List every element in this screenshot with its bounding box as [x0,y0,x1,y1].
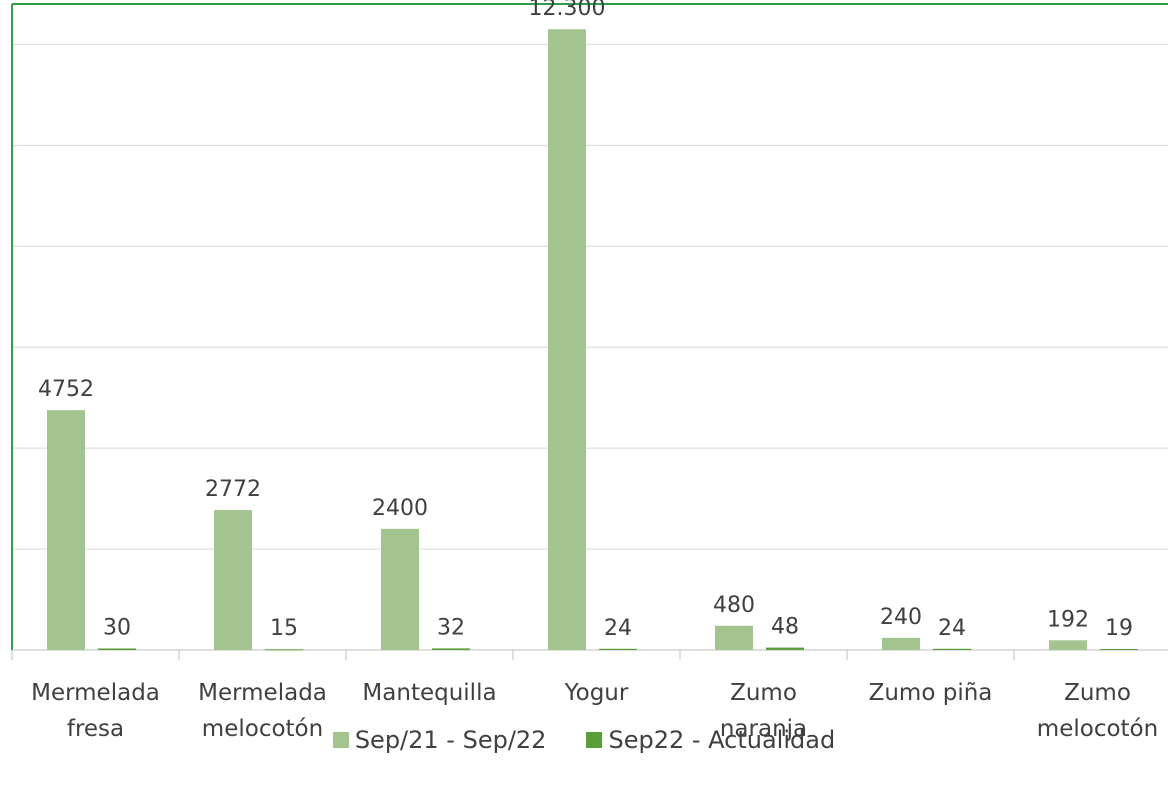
legend-item-series-2: Sep22 - Actualidad [586,726,835,754]
category-label: naranja [720,716,807,742]
data-label-series-1-7: 192 [1047,607,1089,632]
legend-swatch-series-1 [332,732,349,748]
data-label-series-2-1: 30 [103,615,131,640]
legend-item-series-1: Sep/21 - Sep/22 [332,726,547,754]
data-label-series-2-4: 24 [604,616,632,641]
bar-series-2-7 [1100,649,1138,651]
bar-series-2-4 [599,648,637,650]
bar-series-1-3 [381,528,419,650]
data-label-series-2-6: 24 [938,616,966,641]
data-label-series-1-2: 2772 [205,477,261,502]
data-label-series-2-7: 19 [1105,616,1133,641]
category-label: Mermelada [31,680,160,706]
category-label: melocotón [202,716,323,742]
data-label-series-1-3: 2400 [372,496,428,521]
bar-series-1-5 [715,625,753,650]
category-label: Yogur [564,680,629,706]
bar-series-1-2 [214,510,252,650]
category-label: Zumo piña [869,680,993,706]
bar-series-1-6 [882,637,920,650]
bar-series-2-3 [432,648,470,650]
bar-series-1-1 [47,410,85,650]
category-label: fresa [67,716,124,742]
bar-series-1-7 [1049,640,1087,650]
category-label: Zumo [1064,680,1131,706]
bar-series-2-6 [933,648,971,650]
bar-series-1-4 [548,29,586,650]
category-label: Mantequilla [362,680,496,706]
category-label: Zumo [730,680,797,706]
data-label-series-2-3: 32 [437,615,465,640]
data-label-series-1-4: 12.300 [529,0,606,21]
category-label: Mermelada [198,680,327,706]
legend: Sep/21 - Sep/22 Sep22 - Actualidad [0,720,1168,760]
data-label-series-1-1: 4752 [38,377,94,402]
bar-series-2-1 [98,648,136,650]
bar-series-2-2 [265,649,303,651]
data-label-series-1-6: 240 [880,605,922,630]
data-label-series-2-2: 15 [270,616,298,641]
bar-series-2-5 [766,647,804,650]
legend-swatch-series-2 [586,732,603,748]
legend-label-series-2: Sep22 - Actualidad [608,726,836,754]
category-label: melocotón [1037,716,1158,742]
data-label-series-1-5: 480 [713,593,755,618]
legend-label-series-1: Sep/21 - Sep/22 [354,726,547,754]
data-label-series-2-5: 48 [771,615,799,640]
